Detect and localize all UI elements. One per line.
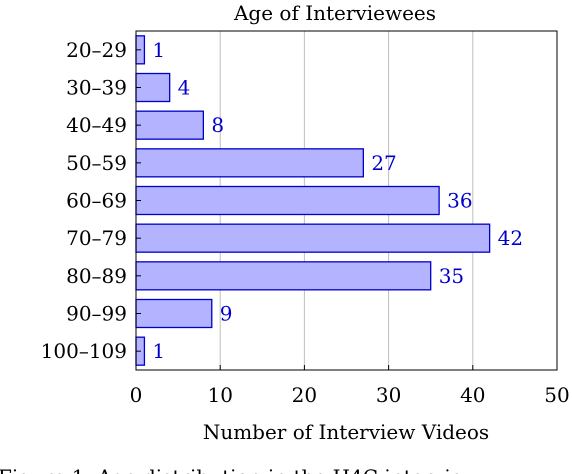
x-tick-label-1: 10 [207,383,232,407]
bar-7 [135,298,213,329]
figure-caption: Figure 1: Age distribution in the H4C in… [0,465,480,474]
data-label-3: 27 [371,151,396,175]
y-tick-label-3: 50–59 [66,151,127,175]
data-label-1: 4 [178,76,191,100]
x-tick-label-3: 30 [376,383,401,407]
y-tick-label-5: 70–79 [66,226,127,250]
y-tick-label-7: 90–99 [66,302,127,326]
x-tick-labels: 0 10 20 30 40 50 [130,365,570,407]
data-label-8: 1 [152,339,165,363]
bar-5 [135,223,491,253]
data-label-5: 42 [498,226,523,250]
data-label-4: 36 [447,189,472,213]
chart-title: Age of Interviewees [233,1,436,25]
y-tick-label-2: 40–49 [66,113,127,137]
bar-2 [135,110,205,140]
x-tick-label-0: 0 [130,383,143,407]
bar-3 [135,148,364,178]
y-tick-label-8: 100–109 [41,339,127,363]
y-tick-label-1: 30–39 [66,76,127,100]
data-label-0: 1 [152,38,165,62]
y-tick-labels: 20–29 30–39 40–49 50–59 60–69 70–79 80–89 90–99… [41,38,141,363]
bar-4 [135,185,440,216]
y-tick-label-0: 20–29 [66,38,127,62]
x-tick-label-4: 40 [460,383,485,407]
bars [135,35,491,366]
x-tick-label-2: 20 [292,383,317,407]
bar-6 [135,261,432,291]
x-tick-label-5: 50 [544,383,569,407]
bar-1 [135,72,171,103]
y-tick-label-4: 60–69 [66,189,127,213]
x-axis-label: Number of Interview Videos [203,420,489,444]
y-tick-label-6: 80–89 [66,264,127,288]
data-label-7: 9 [220,302,233,326]
data-label-2: 8 [211,113,224,137]
data-label-6: 35 [439,264,464,288]
